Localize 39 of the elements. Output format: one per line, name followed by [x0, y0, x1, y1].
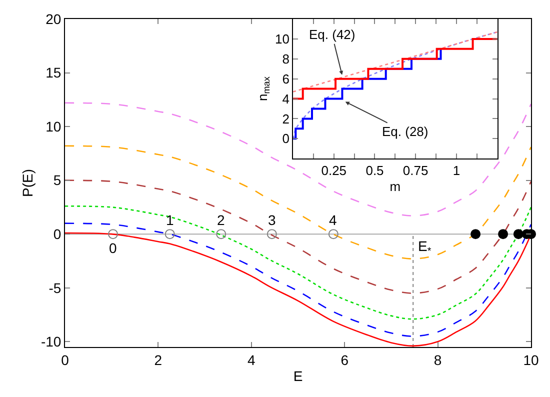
x-tick-label: 0.5 — [366, 163, 384, 178]
y-tick-label: 10 — [46, 118, 62, 134]
y-tick-label: 6 — [282, 71, 290, 86]
x-tick-label: 0.75 — [402, 163, 428, 178]
y-tick-label: -10 — [40, 334, 62, 350]
annotation: 1 — [166, 212, 174, 228]
y-tick-label: 5 — [53, 172, 62, 188]
y-tick-label: 8 — [282, 51, 290, 66]
x-tick-label: 6 — [340, 352, 349, 368]
y-axis-title: P(E) — [20, 169, 36, 197]
x-axis-title: m — [390, 178, 401, 194]
annotation: 2 — [217, 212, 225, 228]
ref-line-label: E$_{*}$ — [418, 238, 432, 257]
x-axis-title: E — [293, 368, 303, 384]
y-tick-label: 10 — [274, 31, 290, 46]
annotation: 0 — [109, 240, 117, 256]
line-series — [293, 31, 498, 92]
line-series — [293, 31, 498, 140]
annotation: Eq. (28) — [382, 124, 428, 139]
annotation: Eq. (42) — [309, 27, 356, 42]
y-tick-label: 0 — [282, 131, 290, 146]
annotation: 4 — [329, 212, 337, 228]
y-tick-label: 2 — [282, 111, 290, 126]
line-series — [65, 180, 531, 294]
line-series — [65, 102, 531, 216]
x-tick-label: 8 — [434, 352, 442, 368]
annotation: 3 — [268, 212, 276, 228]
y-tick-label: 0 — [53, 226, 62, 242]
y-tick-label: -5 — [48, 280, 62, 296]
x-tick-label: 10 — [523, 352, 539, 368]
y-tick-label: 15 — [46, 64, 62, 81]
y-tick-label: 20 — [46, 10, 62, 27]
x-tick-label: 2 — [154, 352, 162, 368]
y-tick-label: 4 — [282, 91, 290, 106]
x-tick-label: 1 — [452, 163, 460, 178]
line-series — [65, 205, 531, 320]
x-tick-label: 4 — [248, 352, 256, 368]
x-tick-label: 0.25 — [321, 163, 347, 178]
line-series — [65, 145, 531, 260]
